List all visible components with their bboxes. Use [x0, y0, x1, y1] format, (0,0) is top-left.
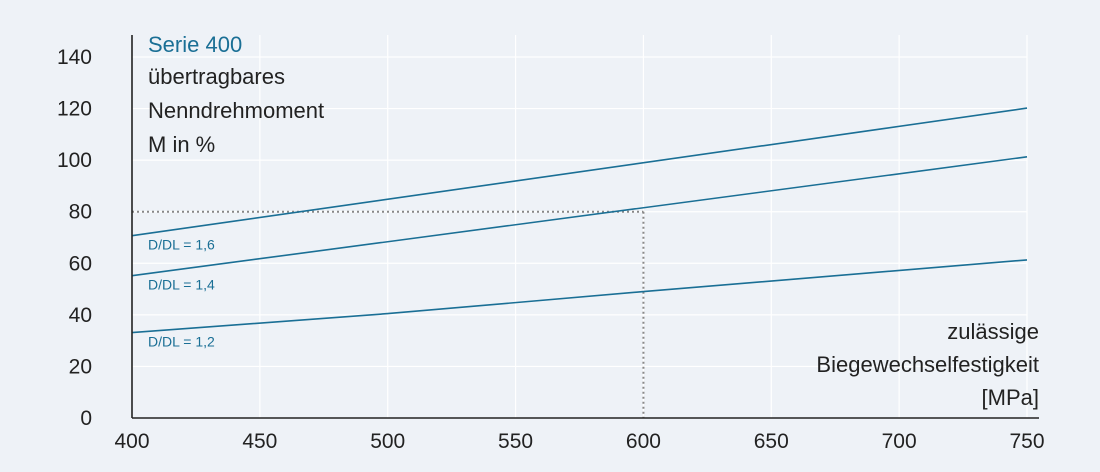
grid: [132, 35, 1028, 418]
ylabel-line-3: M in %: [148, 132, 215, 157]
y-tick-label-0: 0: [80, 407, 92, 430]
series-labels: D/DL = 1,6 D/DL = 1,4 D/DL = 1,2: [148, 237, 215, 350]
y-tick-label-100: 100: [57, 149, 92, 172]
x-tick-label-450: 450: [242, 430, 277, 453]
series-line-3: [131, 259, 1028, 334]
xlabel-line-2: Biegewechselfestigkeit: [816, 352, 1039, 377]
x-tick-label-500: 500: [370, 430, 405, 453]
series-label-3: D/DL = 1,2: [148, 334, 215, 350]
y-tick-label-80: 80: [69, 201, 92, 224]
x-tick-label-550: 550: [498, 430, 533, 453]
series-line-1: [131, 107, 1028, 237]
xlabel-line-1: zulässige: [947, 319, 1039, 344]
y-tick-label-40: 40: [69, 304, 92, 327]
ylabel-line-2: Nenndrehmoment: [148, 98, 324, 123]
series-lines: [131, 107, 1028, 334]
tick-labels: 400 450 500 550 600 650 700 750 0 20 40 60 80 100 120 1…: [57, 46, 1045, 453]
reference-lines: [132, 210, 645, 418]
chart-title: Serie 400: [148, 32, 242, 57]
x-tick-label-650: 650: [754, 430, 789, 453]
y-axis-annotation: Serie 400 übertragbares Nenndrehmoment M…: [148, 32, 324, 157]
series-line-2: [131, 156, 1028, 277]
x-axis-annotation: zulässige Biegewechselfestigkeit [MPa]: [816, 319, 1039, 410]
y-tick-label-120: 120: [57, 98, 92, 121]
y-tick-label-140: 140: [57, 46, 92, 69]
axes: [131, 35, 1039, 419]
xlabel-line-3: [MPa]: [982, 385, 1039, 410]
y-tick-label-20: 20: [69, 355, 92, 378]
y-tick-label-60: 60: [69, 252, 92, 275]
ylabel-line-1: übertragbares: [148, 64, 285, 89]
series-label-2: D/DL = 1,4: [148, 277, 215, 293]
x-tick-label-700: 700: [882, 430, 917, 453]
series-label-1: D/DL = 1,6: [148, 237, 215, 253]
x-tick-label-600: 600: [626, 430, 661, 453]
x-tick-label-750: 750: [1009, 430, 1044, 453]
x-tick-label-400: 400: [114, 430, 149, 453]
